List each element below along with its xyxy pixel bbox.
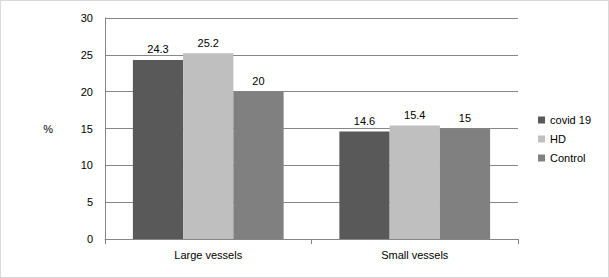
svg-text:5: 5 [87, 196, 93, 208]
svg-text:24.3: 24.3 [147, 43, 168, 55]
svg-text:15: 15 [81, 123, 93, 135]
svg-text:covid 19: covid 19 [550, 114, 591, 126]
svg-text:HD: HD [550, 133, 566, 145]
svg-text:15.4: 15.4 [404, 109, 425, 121]
svg-text:Control: Control [550, 152, 585, 164]
svg-text:25: 25 [81, 49, 93, 61]
svg-text:Small vessels: Small vessels [381, 249, 449, 261]
svg-text:%: % [43, 123, 53, 135]
svg-text:15: 15 [459, 112, 471, 124]
svg-text:30: 30 [81, 12, 93, 24]
svg-text:20: 20 [81, 86, 93, 98]
svg-text:Large vessels: Large vessels [174, 249, 242, 261]
svg-text:25.2: 25.2 [198, 37, 219, 49]
svg-text:14.6: 14.6 [354, 115, 375, 127]
svg-text:10: 10 [81, 159, 93, 171]
svg-text:0: 0 [87, 233, 93, 245]
svg-text:20: 20 [252, 75, 264, 87]
